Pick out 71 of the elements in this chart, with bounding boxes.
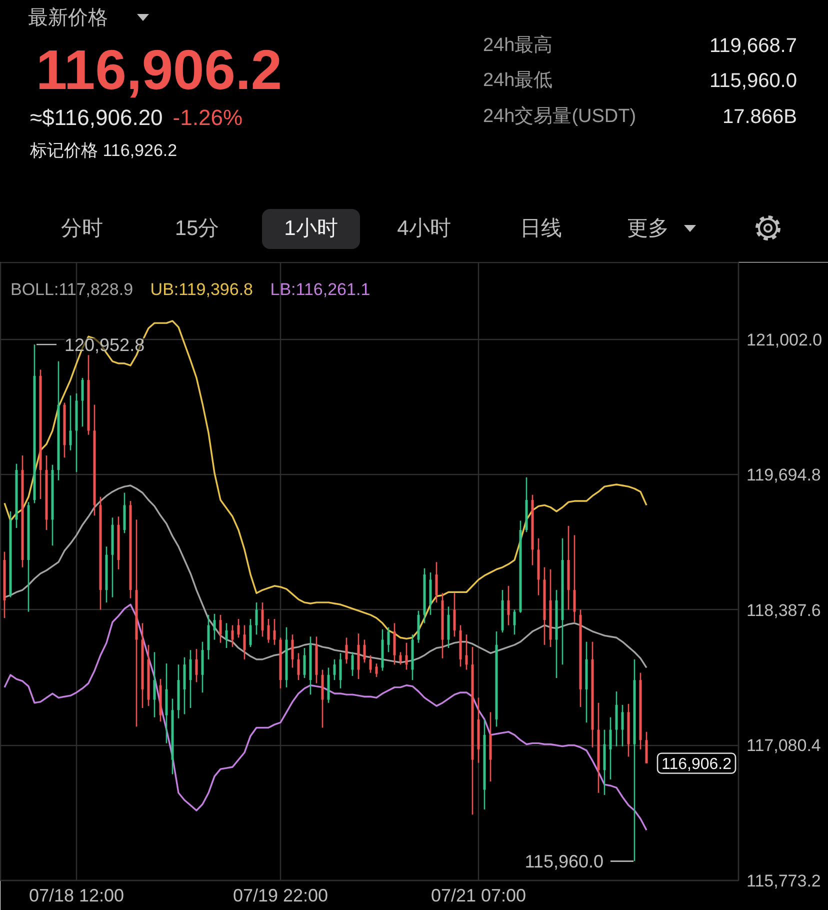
y-tick-label: 118,387.6 <box>746 600 821 620</box>
text: BOLL:117,828.9 <box>10 280 134 299</box>
text: ≈$116,906.20 <box>30 104 163 130</box>
candlestick <box>345 636 348 664</box>
chart-title: 最新价格 <box>28 6 108 30</box>
text: 24h交易量(USDT) <box>483 106 636 128</box>
candlestick <box>153 651 156 718</box>
candlestick <box>609 716 612 780</box>
candlestick <box>363 639 366 664</box>
candlestick <box>375 662 378 678</box>
candlestick <box>303 647 306 679</box>
candlestick <box>507 585 510 626</box>
line-series <box>4 484 648 668</box>
candlestick <box>81 377 84 428</box>
text: 更多 <box>627 216 669 242</box>
candlestick <box>225 622 228 649</box>
y-tick-label: 115,773.2 <box>746 872 821 890</box>
candlestick <box>69 394 72 451</box>
candlestick <box>393 622 396 666</box>
candlestick <box>369 654 372 674</box>
text: 分时 <box>61 216 103 242</box>
text: 4小时 <box>397 216 451 242</box>
candlestick <box>513 609 516 636</box>
candlestick <box>195 648 198 683</box>
candlestick <box>405 642 408 670</box>
text: 日线 <box>520 216 562 242</box>
text: 119,668.7 <box>710 34 797 58</box>
candlestick <box>645 731 648 764</box>
text: 标记价格 116,926.2 <box>30 140 178 162</box>
text: LB:116,261.1 <box>270 280 370 299</box>
candlestick <box>231 624 234 648</box>
candlestick <box>573 534 576 623</box>
candlestick <box>219 614 222 644</box>
candlestick <box>339 652 342 689</box>
candlestick <box>297 652 300 681</box>
candlestick <box>243 624 246 660</box>
candlestick <box>237 618 240 638</box>
text: 1小时 <box>284 216 338 242</box>
x-tick-label: 07/21 07:00 <box>430 886 526 906</box>
line-series <box>4 604 648 831</box>
text: -1.26% <box>172 104 243 130</box>
candlestick <box>453 592 456 638</box>
candlestick <box>351 651 354 677</box>
candlestick <box>267 618 270 644</box>
text: 116,906.2 <box>662 756 732 774</box>
candlestick <box>273 618 276 646</box>
candlestick <box>249 618 252 648</box>
y-tick-label: 117,080.4 <box>746 736 821 756</box>
candlestick <box>399 651 402 666</box>
candlestick <box>213 613 216 640</box>
candlestick <box>261 602 264 638</box>
text: 24h最低 <box>483 70 553 92</box>
text: 17.866B <box>722 105 797 129</box>
text: 116,906.2 <box>36 37 282 104</box>
candlestick <box>333 658 336 681</box>
series-label: UB:119,396.8 <box>150 280 254 299</box>
text: 115,960.0 <box>710 69 797 93</box>
candlestick <box>255 602 258 636</box>
y-tick-label: 119,694.8 <box>746 466 821 485</box>
x-tick-label: 07/18 12:00 <box>28 886 124 906</box>
candlestick <box>621 704 624 747</box>
y-tick-label: 121,002.0 <box>746 330 822 350</box>
x-tick-label: 07/19 22:00 <box>232 886 328 906</box>
candlestick <box>291 634 294 668</box>
candlestick <box>435 561 438 604</box>
candlestick <box>387 626 390 653</box>
annotation: 115,960.0 <box>524 852 604 872</box>
candlestick <box>189 649 192 709</box>
candlestick <box>465 634 468 670</box>
text: 24h最高 <box>483 34 553 58</box>
text: 15分 <box>174 216 220 242</box>
